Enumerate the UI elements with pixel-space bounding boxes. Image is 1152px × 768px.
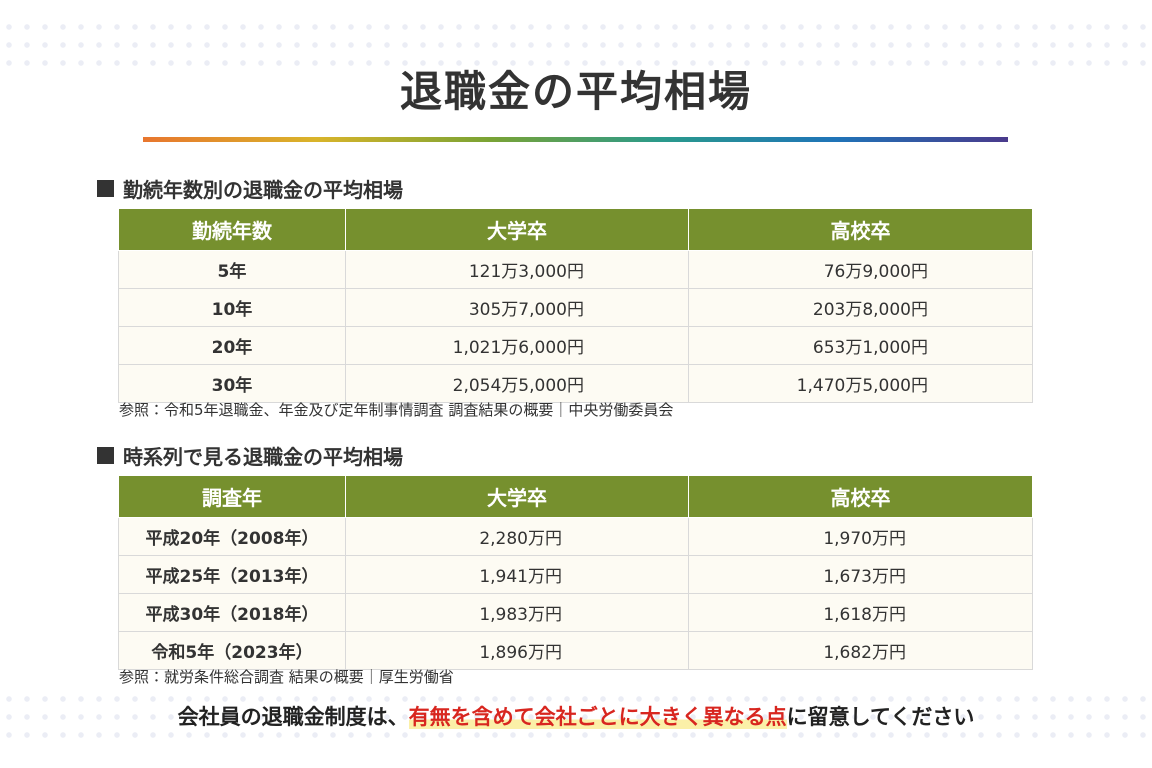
table-row: 30年 2,054万5,000円 1,470万5,000円: [118, 364, 1034, 403]
table-row: 令和5年（2023年） 1,896万円 1,682万円: [117, 631, 1033, 670]
footer-text: に留意してください: [786, 705, 975, 729]
row-label: 平成25年（2013年）: [117, 555, 347, 594]
header-cell: 大学卒: [345, 476, 689, 518]
table-row: 平成20年（2008年） 2,280万円 1,970万円: [117, 517, 1033, 556]
value-cell: 203万8,000円: [687, 288, 1034, 327]
header-cell: 調査年: [117, 476, 347, 518]
row-label: 10年: [118, 288, 346, 327]
value-cell: 1,021万6,000円: [344, 326, 689, 365]
header-row: 調査年 大学卒 高校卒: [117, 476, 1033, 518]
footer-text: 会社員の退職金制度は、: [177, 705, 409, 729]
section-heading: 時系列で見る退職金の平均相場: [97, 441, 403, 470]
value-cell: 305万7,000円: [344, 288, 689, 327]
header-cell: 高校卒: [687, 209, 1034, 251]
row-label: 20年: [118, 326, 346, 365]
title: 退職金の平均相場: [399, 67, 752, 116]
bullet-square: [97, 447, 114, 464]
header-cell: 大学卒: [344, 209, 689, 251]
value-cell: 2,054万5,000円: [344, 364, 689, 403]
source-note: 参照：就労条件総合調査 結果の概要｜厚生労働省: [119, 668, 454, 686]
value-cell: 121万3,000円: [344, 250, 689, 289]
row-label: 平成20年（2008年）: [117, 517, 347, 556]
value-cell: 1,941万円: [345, 555, 689, 594]
row-label: 令和5年（2023年）: [117, 631, 347, 670]
value-cell: 1,618万円: [688, 593, 1033, 632]
table-row: 20年 1,021万6,000円 653万1,000円: [118, 326, 1034, 365]
table-row: 平成25年（2013年） 1,941万円 1,673万円: [117, 555, 1033, 594]
value-cell: 2,280万円: [345, 517, 689, 556]
row-label: 5年: [118, 250, 346, 289]
header-cell: 高校卒: [688, 476, 1033, 518]
table-row: 5年 121万3,000円 76万9,000円: [118, 250, 1034, 289]
footer-note: 会社員の退職金制度は、有無を含めて会社ごとに大きく異なる点に留意してください: [0, 701, 1152, 731]
bullet-square: [97, 180, 114, 197]
value-cell: 1,673万円: [688, 555, 1033, 594]
gradient-rule: [143, 137, 1008, 142]
heading-text: 勤続年数別の退職金の平均相場: [123, 178, 403, 202]
value-cell: 653万1,000円: [687, 326, 1034, 365]
value-cell: 1,896万円: [345, 631, 689, 670]
decor-dots: [0, 18, 1152, 78]
footer-highlight: 有無を含めて会社ごとに大きく異なる点: [408, 705, 787, 729]
section-heading: 勤続年数別の退職金の平均相場: [97, 174, 403, 203]
table-row: 10年 305万7,000円 203万8,000円: [118, 288, 1034, 327]
table-row: 平成30年（2018年） 1,983万円 1,618万円: [117, 593, 1033, 632]
header-cell: 勤続年数: [118, 209, 346, 251]
value-cell: 1,682万円: [688, 631, 1033, 670]
table: 調査年 大学卒 高校卒 平成20年（2008年） 2,280万円 1,970万円 平成25年…: [117, 476, 1033, 670]
value-cell: 1,470万5,000円: [687, 364, 1034, 403]
value-cell: 76万9,000円: [687, 250, 1034, 289]
table: 勤続年数 大学卒 高校卒 5年 121万3,000円 76万9,000円 10年 305万7,…: [118, 209, 1034, 403]
value-cell: 1,983万円: [345, 593, 689, 632]
source-note: 参照：令和5年退職金、年金及び定年制事情調査 調査結果の概要｜中央労働委員会: [119, 401, 674, 419]
value-cell: 1,970万円: [688, 517, 1033, 556]
heading-text: 時系列で見る退職金の平均相場: [123, 445, 403, 469]
header-row: 勤続年数 大学卒 高校卒: [118, 209, 1034, 251]
row-label: 30年: [118, 364, 346, 403]
row-label: 平成30年（2018年）: [117, 593, 347, 632]
